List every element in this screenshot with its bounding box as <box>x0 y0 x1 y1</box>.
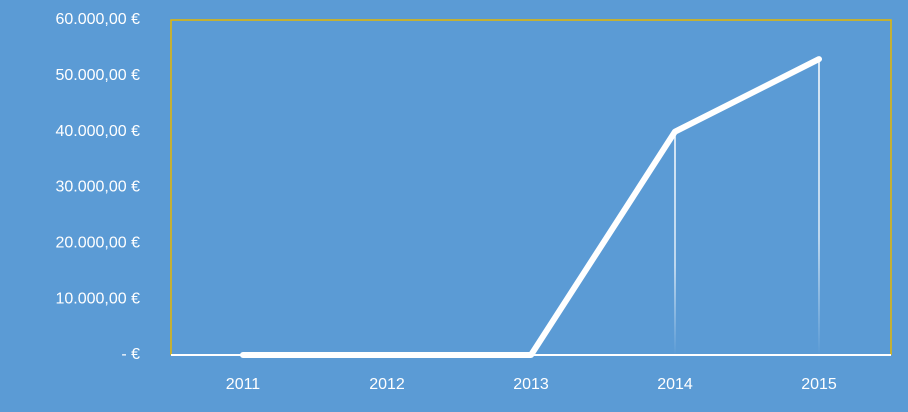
drop-line <box>818 59 820 355</box>
plot-border <box>170 19 892 355</box>
x-tick-label: 2012 <box>369 376 405 393</box>
y-tick-label: 10.000,00 € <box>55 290 140 307</box>
y-tick-label: - € <box>121 346 140 363</box>
y-tick-label: 50.000,00 € <box>55 67 140 84</box>
y-tick-label: 40.000,00 € <box>55 123 140 140</box>
drop-line <box>674 131 676 355</box>
y-tick-label: 60.000,00 € <box>55 11 140 28</box>
y-tick-label: 30.000,00 € <box>55 179 140 196</box>
x-tick-label: 2011 <box>226 376 261 393</box>
x-tick-label: 2014 <box>657 376 693 393</box>
x-tick-label: 2013 <box>513 376 549 393</box>
y-tick-label: 20.000,00 € <box>55 235 140 252</box>
x-tick-label: 2015 <box>801 376 837 393</box>
line <box>240 56 822 358</box>
